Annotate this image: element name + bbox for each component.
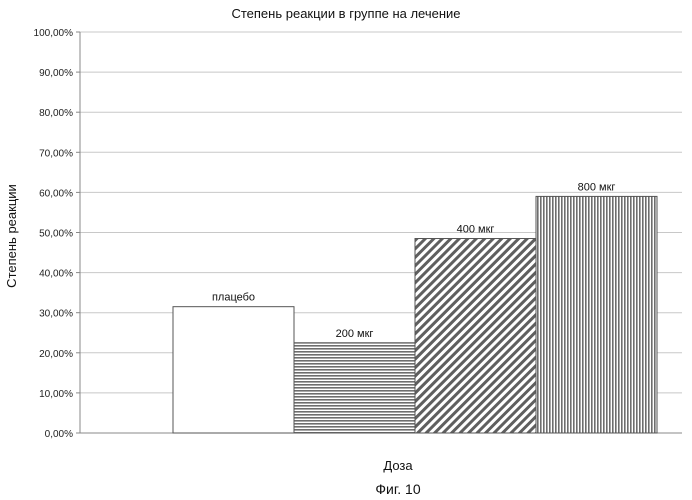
bar-label-2: 200 мкг [336, 328, 374, 340]
y-tick-label: 10,00% [39, 389, 73, 400]
y-tick-label: 60,00% [39, 188, 73, 199]
bar-4 [535, 195, 658, 434]
bar-1 [172, 306, 295, 434]
bar-3 [414, 238, 537, 434]
y-tick-label: 80,00% [39, 108, 73, 119]
y-tick-label: 50,00% [39, 229, 73, 240]
figure-caption: Фиг. 10 [375, 481, 421, 497]
bar-label-4: 800 мкг [578, 181, 616, 193]
bar-label-1: плацебо [212, 292, 255, 304]
y-tick-label: 0,00% [45, 429, 73, 440]
y-tick-label: 100,00% [34, 28, 74, 39]
y-tick-label: 30,00% [39, 309, 73, 320]
bar-label-3: 400 мкг [457, 224, 495, 236]
y-tick-label: 70,00% [39, 148, 73, 159]
y-tick-label: 20,00% [39, 349, 73, 360]
y-tick-label: 40,00% [39, 269, 73, 280]
x-axis-label: Доза [383, 458, 413, 473]
bar-2 [293, 342, 416, 434]
chart-title: Степень реакции в группе на лечение [231, 6, 461, 21]
y-tick-label: 90,00% [39, 68, 73, 79]
